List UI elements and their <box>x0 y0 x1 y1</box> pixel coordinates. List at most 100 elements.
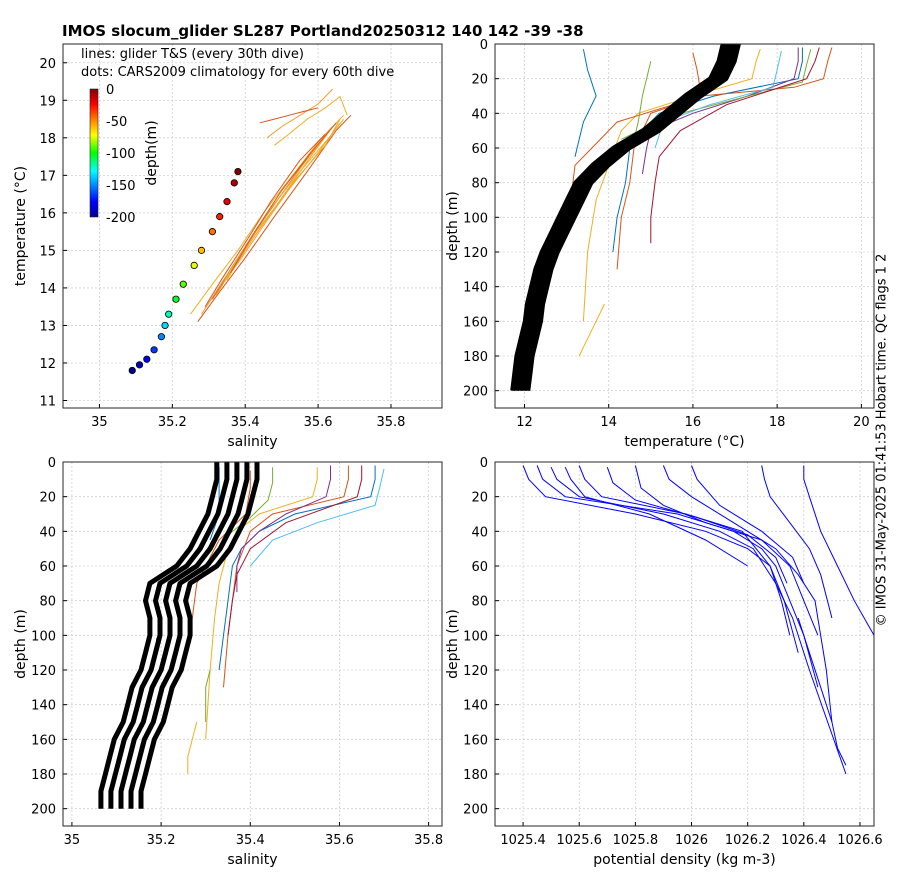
density-profile-line <box>550 466 847 775</box>
y-tick-label: 80 <box>471 177 488 192</box>
glider-profile-line <box>582 49 761 322</box>
y-tick-label: 0 <box>480 38 488 53</box>
x-tick-label: 35.6 <box>325 833 354 848</box>
x-tick-label: 1026 <box>675 833 708 848</box>
glider-profile-line <box>578 303 605 357</box>
density-profile-line <box>606 467 788 584</box>
climatology-point <box>150 346 158 354</box>
x-tick-label: 1025.6 <box>556 833 602 848</box>
y-tick-label: 40 <box>39 525 56 540</box>
copyright-note: © IMOS 31-May-2025 01:41:53 Hobart time.… <box>874 253 890 627</box>
colorbar-label: depth(m) <box>144 120 160 185</box>
glider-profile-line <box>236 465 331 592</box>
glider-ts-line <box>204 133 326 307</box>
y-tick-label: 180 <box>463 768 488 783</box>
y-tick-label: 200 <box>463 803 488 818</box>
y-tick-label: 120 <box>463 246 488 261</box>
glider-ts-line <box>266 88 334 139</box>
climatology-point <box>165 310 173 318</box>
x-tick-label: 35.8 <box>414 833 443 848</box>
x-tick-label: 1026.2 <box>725 833 771 848</box>
climatology-point <box>208 228 217 236</box>
y-tick-label: 80 <box>471 595 488 610</box>
y-tick-label: 180 <box>31 768 56 783</box>
y-tick-label: 160 <box>463 315 488 330</box>
y-tick-label: 12 <box>39 357 56 372</box>
colorbar-tick-label: -100 <box>106 147 136 162</box>
y-tick-label: 140 <box>31 699 56 714</box>
climatology-profile <box>118 462 240 809</box>
glider-profile-line <box>574 49 597 157</box>
climatology-profile <box>98 462 220 809</box>
x-tick-label: 35.8 <box>377 415 406 430</box>
x-axis-label: potential density (kg m-3) <box>593 852 775 868</box>
climatology-point <box>230 179 238 187</box>
ts-diagram-panel: 35 35.2 35.4 35.6 35.8 11 12 13 14 15 16 17 18 19 20 sa… <box>13 43 443 450</box>
y-tick-label: 40 <box>471 107 488 122</box>
climatology-point <box>135 361 144 369</box>
x-axis-label: salinity <box>227 434 277 450</box>
glider-ts-line <box>230 122 337 274</box>
y-tick-label: 0 <box>480 456 488 471</box>
climatology-point <box>172 295 180 303</box>
x-tick-label: 35.2 <box>158 415 187 430</box>
y-tick-label: 100 <box>463 211 488 226</box>
y-tick-label: 60 <box>471 142 488 157</box>
y-axis-label: depth (m) <box>445 191 461 261</box>
y-tick-label: 13 <box>39 319 56 334</box>
colorbar-tick-label: -200 <box>106 211 136 226</box>
y-tick-label: 60 <box>471 560 488 575</box>
legend-annotation: dots: CARS2009 climatology for every 60t… <box>81 65 394 80</box>
density-profile-line <box>761 465 833 619</box>
y-tick-label: 140 <box>463 699 488 714</box>
x-tick-label: 1026.6 <box>837 833 883 848</box>
colorbar-tick-label: -150 <box>106 179 136 194</box>
y-tick-label: 80 <box>39 595 56 610</box>
density-profile-line <box>564 466 748 567</box>
y-tick-label: 20 <box>39 491 56 506</box>
x-tick-label: 1025.4 <box>500 833 546 848</box>
climatology-profile <box>108 462 230 809</box>
legend-annotation: lines: glider T&S (every 30th dive) <box>81 47 304 62</box>
glider-ts-line <box>215 122 341 296</box>
y-tick-label: 180 <box>463 350 488 365</box>
x-axis-label: salinity <box>227 852 277 868</box>
density-profile-line <box>662 465 833 723</box>
climatology-profile <box>525 43 741 392</box>
y-tick-label: 100 <box>31 629 56 644</box>
glider-profile-line <box>191 470 251 619</box>
y-tick-label: 18 <box>39 132 56 147</box>
y-axis-label: temperature (°C) <box>13 166 29 286</box>
x-axis-label: temperature (°C) <box>624 434 744 450</box>
temperature-profile-panel: 12 14 16 18 20020406080100120140160180200tem… <box>445 38 875 450</box>
y-tick-label: 120 <box>31 664 56 679</box>
y-tick-label: 16 <box>39 207 56 222</box>
climatology-profile <box>138 462 260 809</box>
x-tick-label: 35 <box>91 415 108 430</box>
glider-ts-line <box>219 118 341 289</box>
y-tick-label: 14 <box>39 282 56 297</box>
y-tick-label: 0 <box>48 456 56 471</box>
glider-profile-line <box>187 721 198 774</box>
climatology-point <box>190 261 198 270</box>
climatology-profile <box>128 462 250 809</box>
x-tick-label: 35 <box>64 833 81 848</box>
glider-profile-line <box>641 47 799 175</box>
x-tick-label: 1025.8 <box>613 833 659 848</box>
density-profile-line <box>803 465 875 636</box>
x-tick-label: 35.4 <box>236 833 265 848</box>
y-tick-label: 17 <box>39 169 56 184</box>
y-axis-label: depth (m) <box>445 609 461 679</box>
climatology-point <box>157 333 165 341</box>
axes-frame <box>494 461 875 827</box>
climatology-point <box>128 366 136 375</box>
y-tick-label: 100 <box>463 629 488 644</box>
climatology-point <box>143 355 151 363</box>
y-tick-label: 20 <box>471 491 488 506</box>
x-tick-label: 35.2 <box>147 833 176 848</box>
y-tick-label: 11 <box>39 394 56 409</box>
x-tick-label: 18 <box>769 415 786 430</box>
density-profile-line <box>797 617 847 766</box>
glider-profile-line <box>205 669 211 722</box>
colorbar-tick-label: 0 <box>106 83 114 98</box>
